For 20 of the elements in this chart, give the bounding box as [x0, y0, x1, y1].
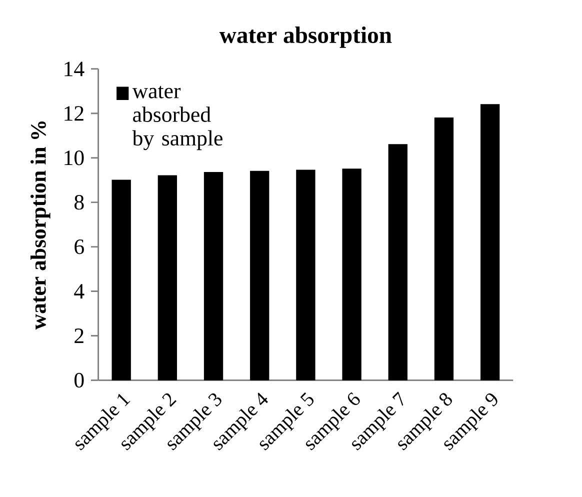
y-tick-label: 8 [74, 195, 84, 210]
bar [158, 175, 178, 380]
bar [480, 104, 500, 380]
bar [204, 172, 224, 380]
bar [434, 118, 454, 380]
bar [342, 168, 362, 380]
y-tick-label: 10 [64, 150, 84, 166]
y-tick-label: 14 [64, 62, 84, 76]
legend-label: water absorbed by sample [132, 86, 222, 150]
chart-title: water absorption [219, 26, 392, 48]
y-tick-label: 6 [74, 240, 84, 254]
bar [250, 171, 270, 380]
y-tick-label: 2 [74, 328, 84, 344]
bar [296, 170, 316, 380]
y-tick-label: 12 [64, 106, 84, 121]
bar [112, 180, 131, 380]
bar [388, 144, 408, 380]
y-axis-title: water absorption in % [30, 122, 50, 330]
y-tick-label: 4 [74, 284, 84, 299]
y-tick-label: 0 [74, 373, 84, 388]
